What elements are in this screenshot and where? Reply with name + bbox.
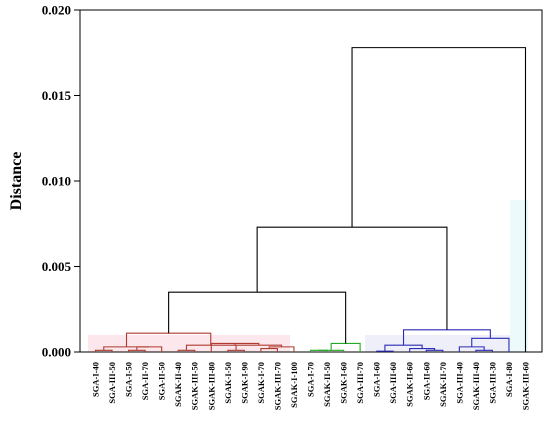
dendrogram-links [94,47,527,352]
leaf-label-3: SGA-II-70 [140,362,150,400]
leaf-label-18: SGA-III-60 [388,362,398,404]
y-tick-label-3: 0.015 [42,88,72,103]
leaf-labels: SGA-I-40 SGA-III-50 SGA-I-50 SGA-II-70 SGA-I… [91,362,531,410]
leaf-label-25: SGA-I-80 [504,362,514,397]
leaf-label-2: SGA-I-50 [124,362,134,397]
leaf-label-12: SGAK-I-100 [289,362,299,408]
merge-link-3 [103,346,150,351]
leaf-label-22: SGA-III-40 [454,362,464,404]
leaf-label-20: SGA-II-60 [421,362,431,400]
leaf-label-26: SGAK-III-60 [521,362,531,410]
y-axis-title: Distance [8,152,25,211]
merge-link-13 [318,349,345,352]
y-tick-label-0: 0.000 [42,345,71,360]
cluster-red-band [88,335,290,352]
leaf-highlight-bands [88,200,528,352]
leaf-label-24: SGA-III-30 [487,362,497,404]
leaf-label-14: SGAK-II-50 [322,362,332,407]
leaf-label-21: SGAK-II-70 [438,362,448,407]
cluster-blue-band [365,335,510,352]
leaf-label-10: SGAK-I-70 [256,362,266,404]
leaf-label-15: SGAK-I-60 [339,362,349,404]
leaf-label-5: SGAK-II-40 [173,362,183,407]
leaf-label-13: SGA-I-70 [306,362,316,397]
leaf-label-6: SGAK-III-50 [190,362,200,410]
leaf-label-4: SGA-II-50 [157,362,167,400]
merge-link-25 [351,47,527,352]
leaf-label-16: SGA-III-70 [355,362,365,404]
leaf-label-19: SGAK-II-60 [405,362,415,407]
leaf-label-1: SGA-III-50 [107,362,117,404]
merge-link-12 [309,349,328,352]
merge-link-24 [256,226,448,330]
leaf-label-11: SGAK-III-70 [272,362,282,410]
cluster-cyan-band [510,200,528,352]
leaf-label-23: SGAK-III-40 [471,362,481,410]
y-tick-label-2: 0.010 [42,174,71,189]
leaf-label-9: SGAK-I-90 [239,362,249,404]
plot-frame [79,9,543,353]
leaf-label-7: SGAK-III-80 [206,362,216,410]
y-axis: 0.000 0.005 0.010 0.015 0.020 [42,3,80,360]
y-tick-label-4: 0.020 [42,3,71,18]
leaf-label-8: SGAK-I-50 [223,362,233,404]
leaf-label-17: SGA-I-60 [372,362,382,397]
leaf-label-0: SGA-I-40 [91,362,101,397]
y-tick-label-1: 0.005 [42,259,72,274]
